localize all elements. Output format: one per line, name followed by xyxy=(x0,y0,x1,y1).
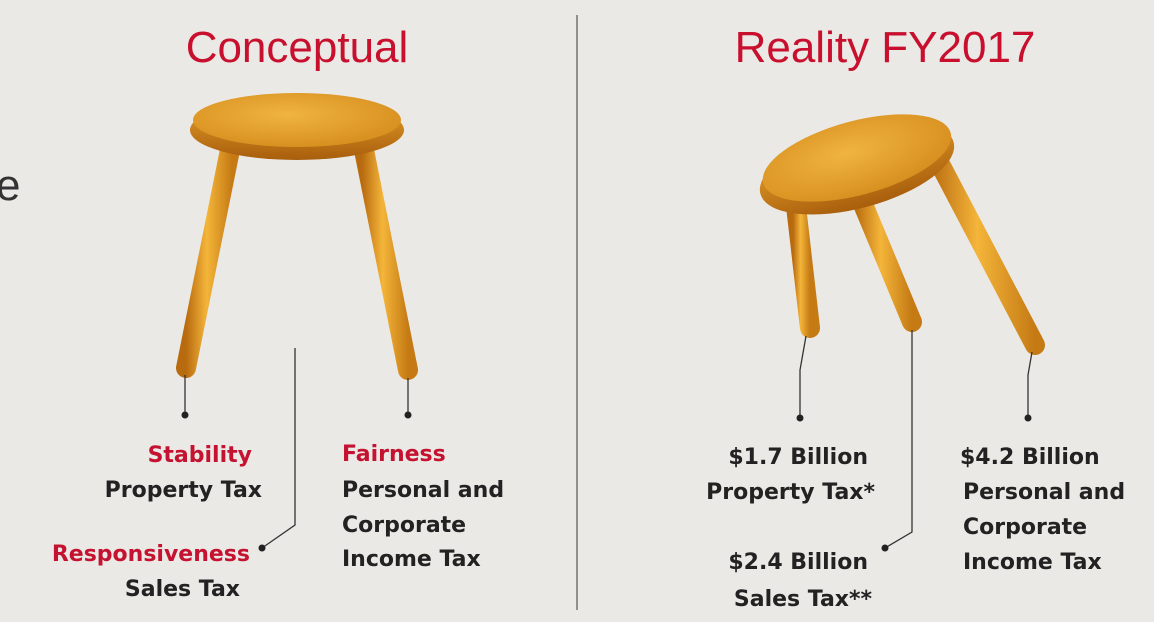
leg-tax: Corporate xyxy=(963,515,1087,540)
leg-label: $1.7 Billion xyxy=(728,445,868,470)
stool-conceptual xyxy=(176,93,418,380)
leg-tax: Income Tax xyxy=(342,547,481,572)
leg-tax: Sales Tax xyxy=(125,577,240,602)
connectors-conceptual xyxy=(181,348,412,552)
leg-label: Stability xyxy=(148,443,252,468)
leg-label: $4.2 Billion xyxy=(960,445,1100,470)
leg-label: $2.4 Billion xyxy=(728,550,868,575)
leg-tax: Personal and xyxy=(342,478,504,503)
connectors-reality xyxy=(796,330,1033,552)
leg-tax: Income Tax xyxy=(963,550,1102,575)
stool-reality xyxy=(759,114,1045,355)
leg-tax: Property Tax* xyxy=(706,480,875,505)
leg-tax: Property Tax xyxy=(105,478,262,503)
panel-title: Reality FY2017 xyxy=(735,23,1036,72)
leg-label: Responsiveness xyxy=(52,542,250,567)
leg-label: Fairness xyxy=(342,442,446,467)
cropped-text: e xyxy=(0,161,20,210)
leg-tax: Sales Tax** xyxy=(734,587,873,612)
leg-tax: Personal and xyxy=(963,480,1125,505)
panel-title: Conceptual xyxy=(186,23,409,72)
leg-tax: Corporate xyxy=(342,513,466,538)
